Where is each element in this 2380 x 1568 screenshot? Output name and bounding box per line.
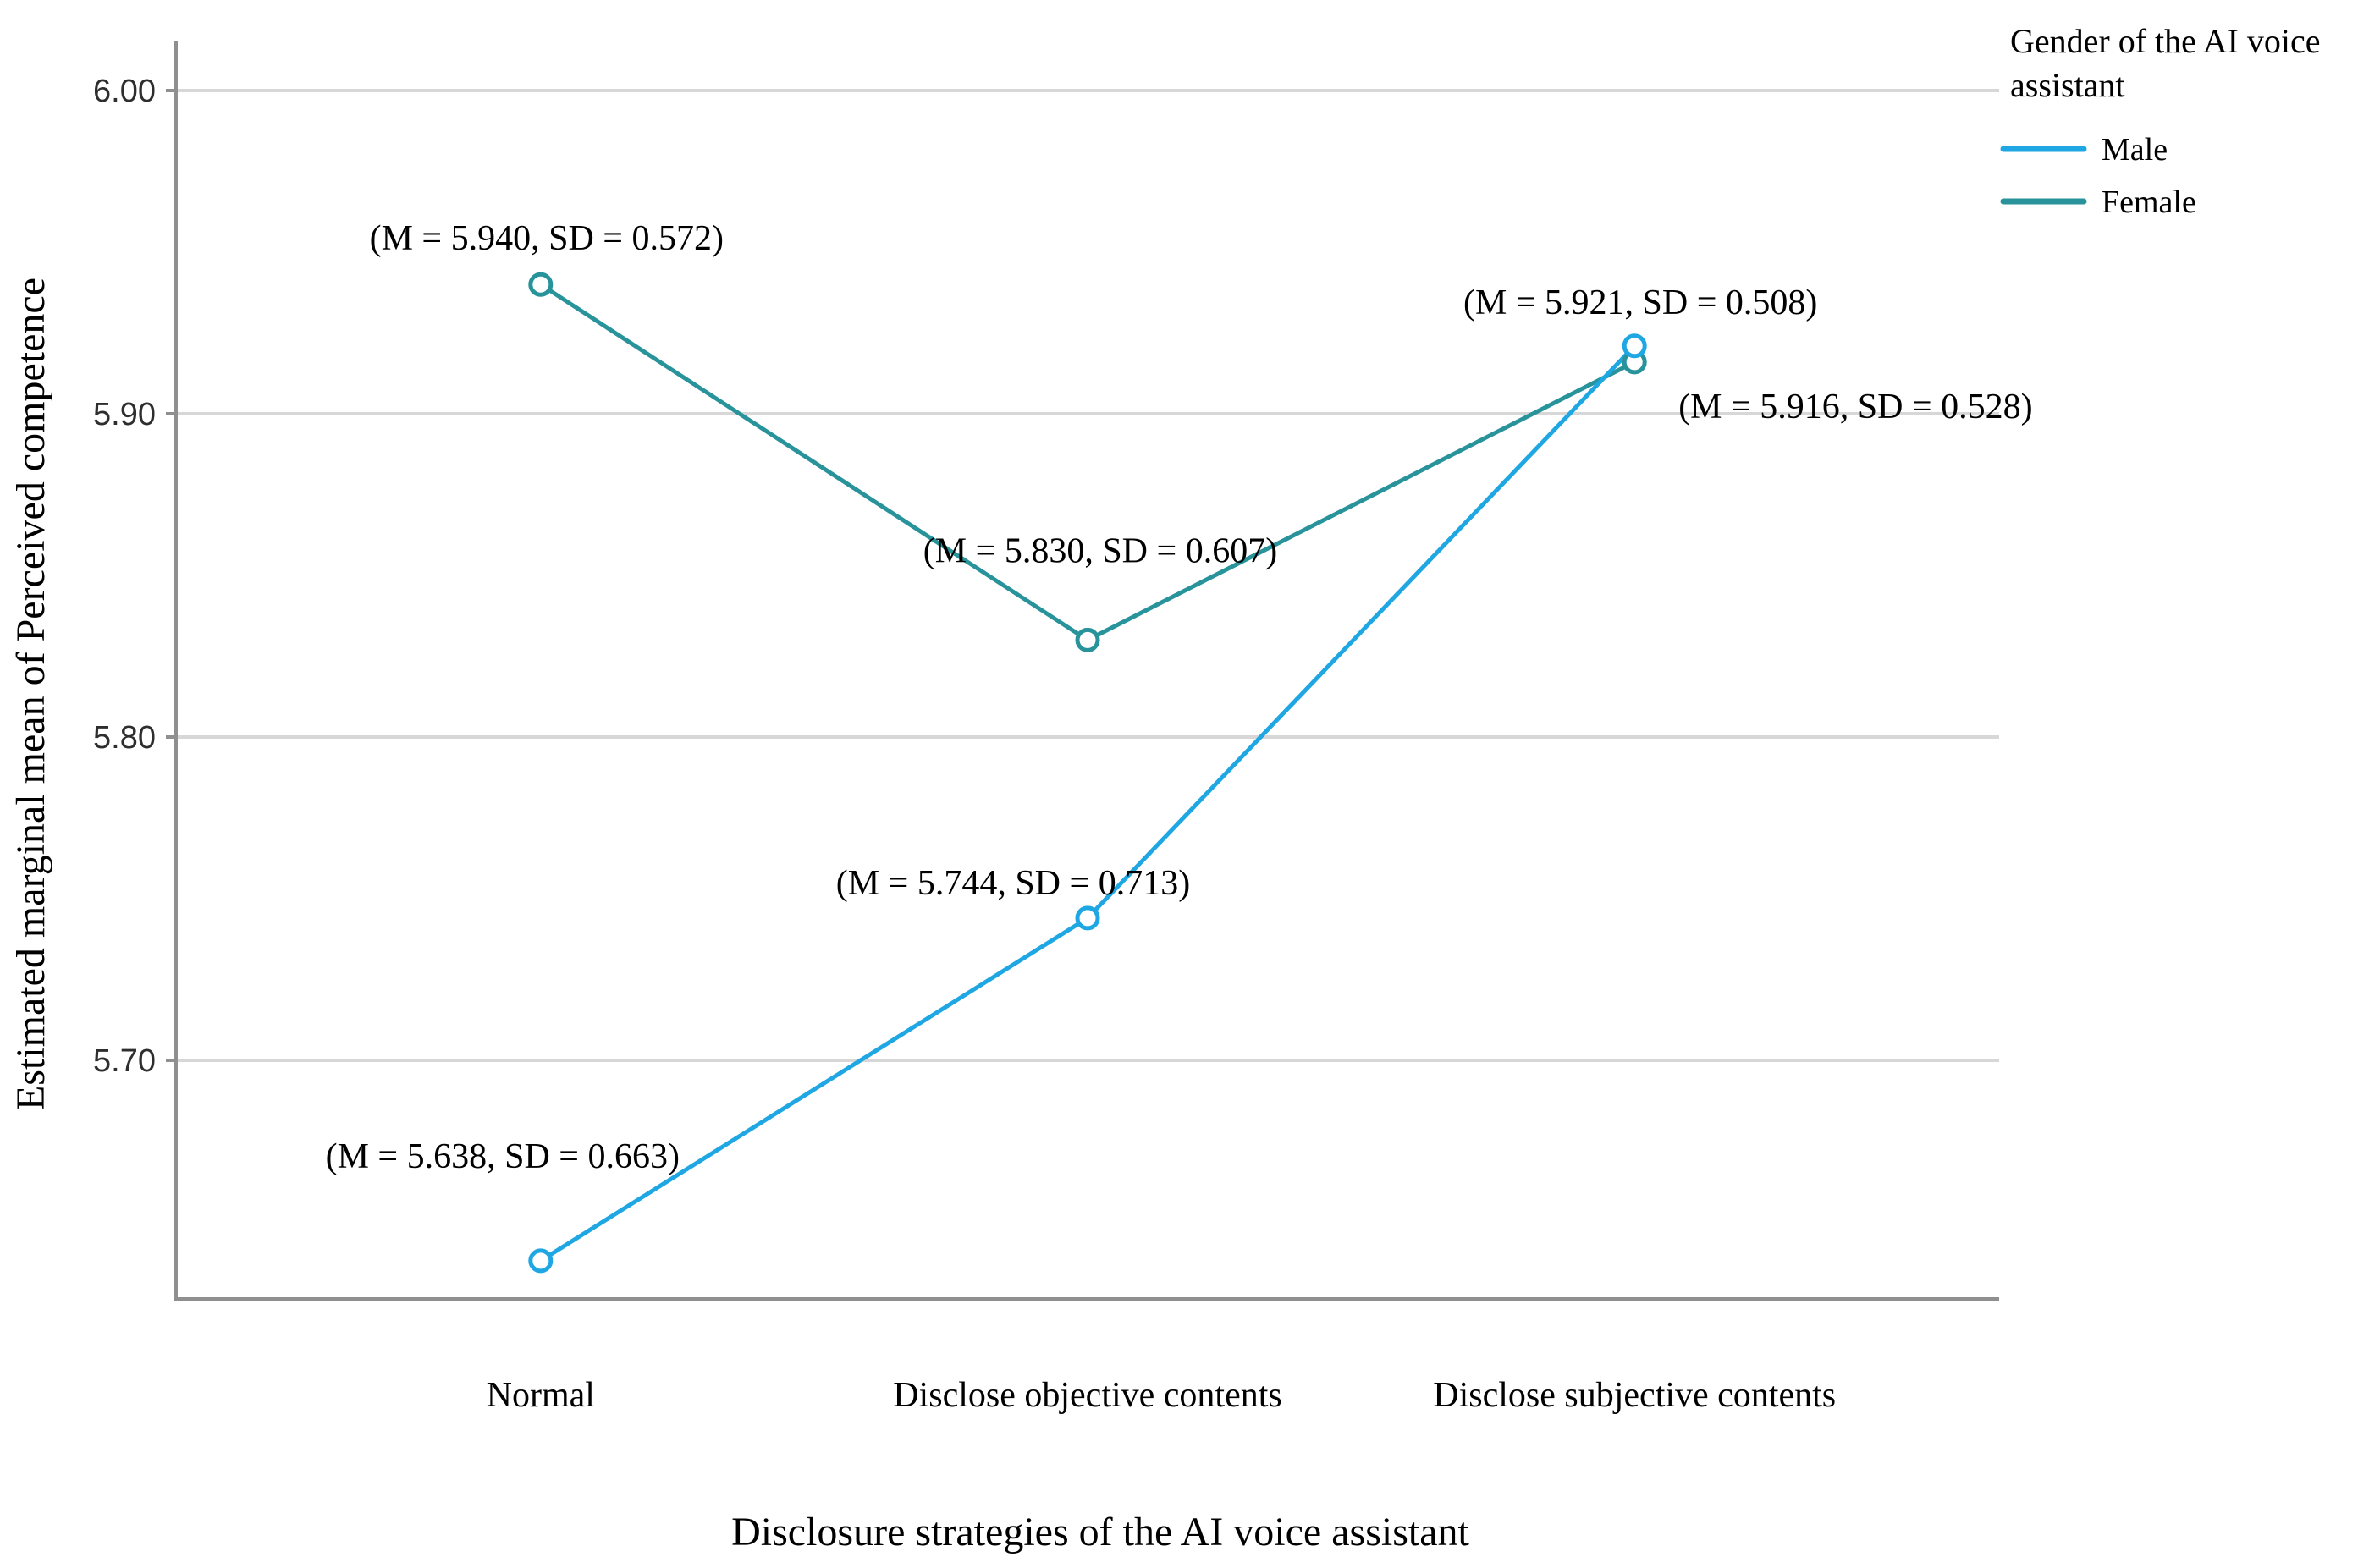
category-labels-group: Normal Disclose objective contents Disclos… — [487, 1376, 1836, 1415]
x-axis-title: Disclosure strategies of the AI voice as… — [731, 1510, 1469, 1554]
data-point-marker-male — [1075, 905, 1100, 931]
legend-label-male: Male — [2102, 132, 2168, 168]
data-point-marker-female — [1075, 627, 1100, 652]
category-label: Disclose objective contents — [893, 1376, 1282, 1415]
point-annotations-group: (M = 5.638, SD = 0.663) (M = 5.744, SD = … — [326, 219, 2033, 1176]
point-annotation-male: (M = 5.638, SD = 0.663) — [326, 1137, 680, 1176]
data-point-marker-male — [1622, 333, 1647, 359]
point-annotation-male: (M = 5.921, SD = 0.508) — [1463, 283, 1817, 322]
point-annotation-female: (M = 5.940, SD = 0.572) — [370, 219, 724, 258]
series-line-female — [539, 283, 1636, 642]
gridlines-group — [166, 89, 1999, 1062]
y-tick-label: 5.80 — [93, 720, 156, 756]
y-tick-label: 6.00 — [93, 74, 156, 109]
series-lines-group — [539, 283, 1637, 1263]
y-tick-label: 5.90 — [93, 397, 156, 432]
data-point-marker-male — [528, 1248, 554, 1274]
legend-label-female: Female — [2102, 184, 2196, 220]
point-annotation-female: (M = 5.916, SD = 0.528) — [1678, 388, 2032, 426]
legend-title-line-2: assistant — [2010, 66, 2125, 104]
legend-group: Male Female — [2000, 132, 2196, 220]
category-label: Normal — [487, 1376, 595, 1415]
y-tick-label: 5.70 — [93, 1043, 156, 1079]
point-annotation-female: (M = 5.830, SD = 0.607) — [923, 531, 1277, 570]
data-markers-group — [528, 272, 1647, 1274]
point-annotation-male: (M = 5.744, SD = 0.713) — [836, 864, 1190, 903]
y-axis-title: Estimated marginal mean of Perceived com… — [8, 278, 53, 1110]
legend-title-line-1: Gender of the AI voice — [2010, 22, 2321, 60]
axes-group — [174, 41, 1999, 1301]
data-point-marker-female — [528, 272, 554, 297]
category-label: Disclose subjective contents — [1433, 1376, 1836, 1415]
y-tick-labels-group: 6.00 5.90 5.80 5.70 — [93, 74, 156, 1079]
series-line-male — [539, 344, 1637, 1263]
